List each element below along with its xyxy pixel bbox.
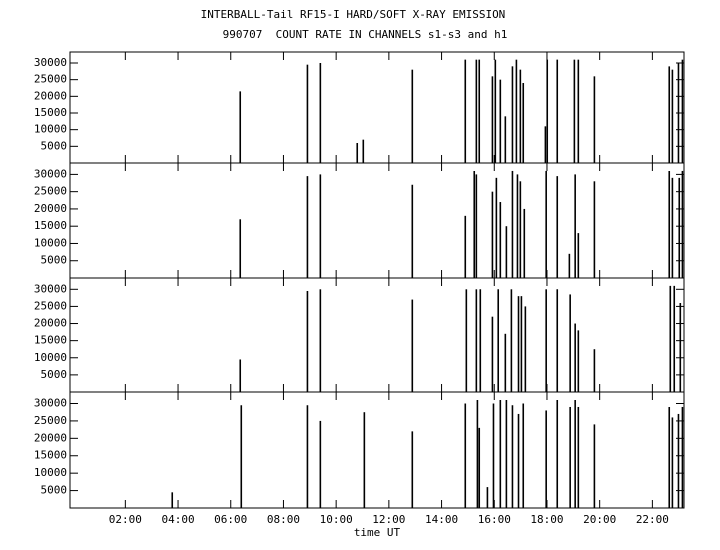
chart-title: INTERBALL-Tail RF15-I HARD/SOFT X-RAY EM… — [201, 8, 506, 21]
y-tick-label: 25000 — [34, 185, 67, 198]
y-tick-label: 15000 — [34, 449, 67, 462]
y-tick-label: 15000 — [34, 106, 67, 119]
x-tick-label: 16:00 — [478, 513, 511, 526]
x-tick-label: 12:00 — [372, 513, 405, 526]
x-tick-label: 02:00 — [109, 513, 142, 526]
x-tick-label: 10:00 — [320, 513, 353, 526]
y-tick-label: 5000 — [41, 484, 68, 497]
y-tick-label: 20000 — [34, 202, 67, 215]
x-tick-label: 22:00 — [636, 513, 669, 526]
y-tick-label: 15000 — [34, 334, 67, 347]
x-tick-label: 20:00 — [583, 513, 616, 526]
y-tick-label: 10000 — [34, 123, 67, 136]
y-tick-label: 20000 — [34, 431, 67, 444]
y-tick-label: 25000 — [34, 414, 67, 427]
y-tick-label: 20000 — [34, 317, 67, 330]
y-tick-label: 30000 — [34, 56, 67, 69]
x-tick-label: 08:00 — [267, 513, 300, 526]
chart-subtitle: 990707 COUNT RATE IN CHANNELS s1-s3 and … — [223, 28, 508, 41]
y-tick-label: 20000 — [34, 89, 67, 102]
panel-frame — [69, 391, 685, 509]
y-tick-label: 10000 — [34, 351, 67, 364]
y-tick-label: 10000 — [34, 236, 67, 249]
y-tick-label: 30000 — [34, 396, 67, 409]
x-axis-label: time UT — [354, 526, 401, 539]
y-tick-label: 5000 — [41, 254, 68, 267]
y-tick-label: 5000 — [41, 368, 68, 381]
y-tick-label: 30000 — [34, 167, 67, 180]
y-tick-label: 25000 — [34, 299, 67, 312]
y-tick-label: 25000 — [34, 73, 67, 86]
x-tick-label: 14:00 — [425, 513, 458, 526]
x-tick-label: 04:00 — [161, 513, 194, 526]
y-tick-label: 10000 — [34, 466, 67, 479]
y-tick-label: 15000 — [34, 219, 67, 232]
x-tick-label: 06:00 — [214, 513, 247, 526]
x-tick-label: 18:00 — [530, 513, 563, 526]
y-tick-label: 30000 — [34, 282, 67, 295]
y-tick-label: 5000 — [41, 139, 68, 152]
